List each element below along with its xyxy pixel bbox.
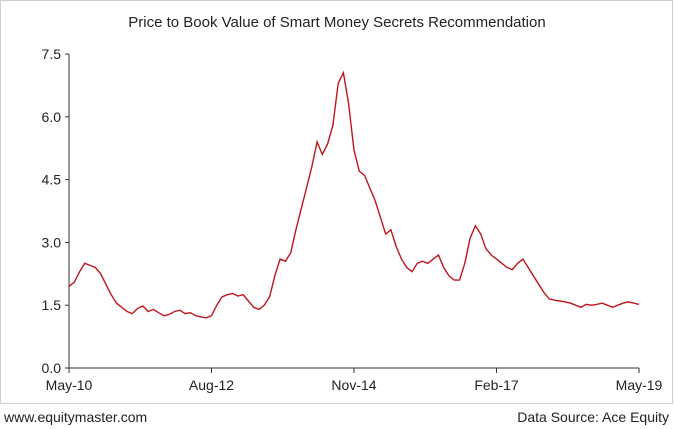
chart-frame [0,0,673,404]
x-tick-label: May-19 [616,377,663,393]
y-tick-label: 1.5 [42,297,62,313]
x-tick-label: Nov-14 [331,377,376,393]
y-tick-label: 7.5 [42,46,62,62]
x-axis-ticks: May-10 Aug-12 Nov-14 Feb-17 May-19 [46,368,663,393]
chart-title: Price to Book Value of Smart Money Secre… [128,14,545,31]
y-tick-label: 4.5 [42,172,62,188]
price-to-book-chart: Price to Book Value of Smart Money Secre… [42,14,663,393]
footer-website: www.equitymaster.com [4,409,148,425]
x-tick-label: Feb-17 [474,377,519,393]
x-tick-label: Aug-12 [189,377,234,393]
x-tick-label: May-10 [46,377,93,393]
series-line [68,70,640,319]
y-tick-label: 0.0 [42,360,62,376]
footer-source: Data Source: Ace Equity [517,409,669,425]
y-tick-label: 6.0 [42,109,62,125]
y-tick-label: 3.0 [42,234,62,250]
axes [68,54,639,369]
y-axis-ticks: 0.0 1.5 3.0 4.5 6.0 7.5 [42,46,69,376]
